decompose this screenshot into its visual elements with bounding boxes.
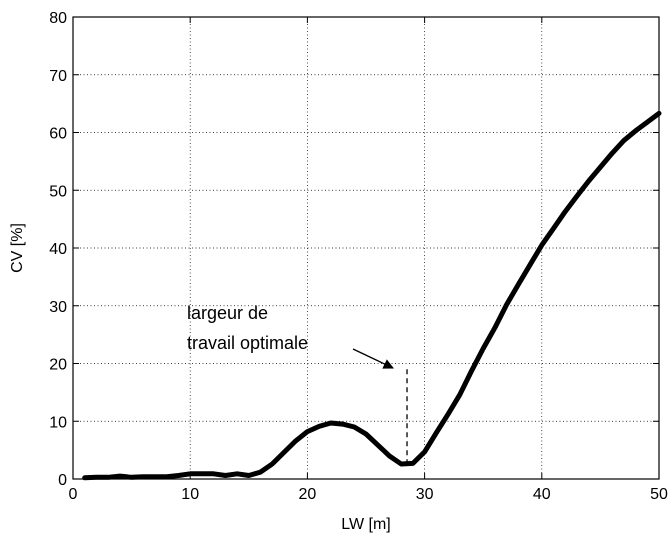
y-tick-label: 50 [49, 183, 67, 200]
annotation-line-1: largeur de [187, 303, 268, 323]
series-line [82, 110, 662, 481]
annotation: largeur de travail optimale [187, 303, 408, 462]
plot-frame [72, 16, 660, 480]
y-tick-label: 70 [49, 68, 67, 85]
tick-labels: 0 10 20 30 40 50 0 10 20 30 40 50 60 70 80 [49, 10, 668, 503]
y-tick-label: 0 [58, 472, 67, 489]
x-tick-label: 30 [416, 486, 434, 503]
plot-background [73, 17, 659, 479]
y-tick-label: 40 [49, 241, 67, 258]
y-tick-label: 80 [49, 10, 67, 27]
x-tick-label: 50 [650, 486, 668, 503]
x-tick-label: 40 [533, 486, 551, 503]
x-axis-label: LW [m] [341, 516, 390, 533]
y-tick-label: 30 [49, 299, 67, 316]
x-tick-label: 10 [181, 486, 199, 503]
y-tick-label: 60 [49, 126, 67, 143]
annotation-line-2: travail optimale [187, 333, 308, 353]
y-tick-label: 10 [49, 414, 67, 431]
y-tick-label: 20 [49, 357, 67, 374]
x-tick-label: 0 [69, 486, 78, 503]
y-axis-label: CV [%] [9, 223, 26, 273]
x-tick-label: 20 [299, 486, 317, 503]
annotation-arrow [352, 348, 394, 369]
